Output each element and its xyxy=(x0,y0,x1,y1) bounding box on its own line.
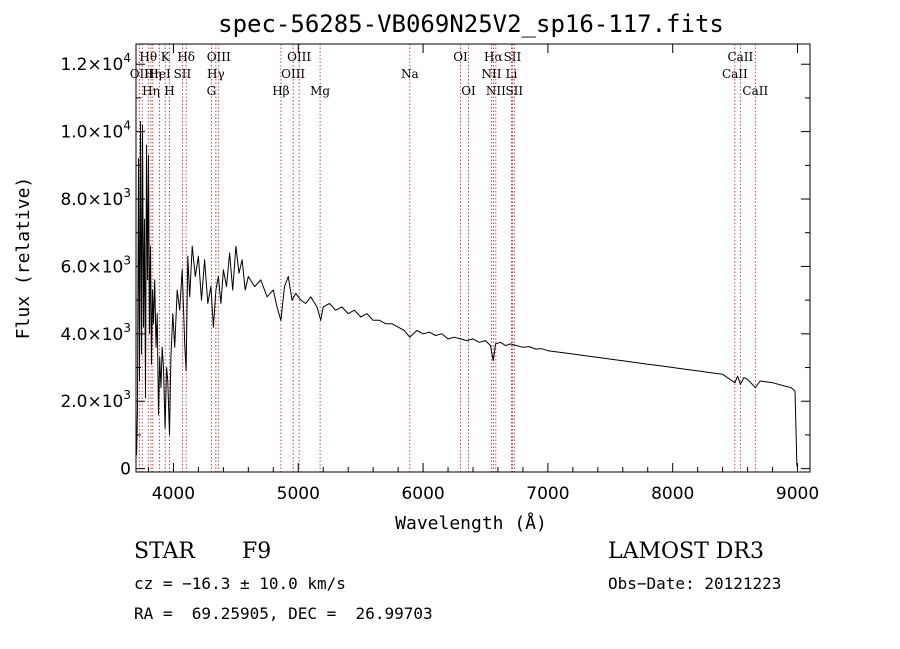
y-axis-label: Flux (relative) xyxy=(13,177,34,340)
y-axis-ticks: 0 2.0×103 4.0×103 6.0×103 8.0×103 1.0×104 1.2×… xyxy=(60,51,810,480)
y-tick-label: 8.0×103 xyxy=(60,186,131,210)
object-class: STAR xyxy=(134,539,195,564)
line-marker-label: OIII xyxy=(207,50,231,64)
x-axis-label: Wavelength (Å) xyxy=(395,512,547,534)
line-marker-label: NII xyxy=(486,84,506,98)
line-marker-label: SII xyxy=(174,67,192,81)
line-marker-label: Hη xyxy=(142,84,160,98)
line-marker-label: OII xyxy=(133,0,153,3)
line-marker-label: G xyxy=(207,84,217,98)
obs-date-text: Obs−Date: 20121223 xyxy=(608,574,782,593)
object-subclass: F9 xyxy=(242,539,272,564)
y-tick-label: 1.0×104 xyxy=(60,119,131,143)
y-tick-label: 0 xyxy=(120,460,131,480)
x-tick-label: 9000 xyxy=(776,484,819,504)
x-tick-label: 7000 xyxy=(526,484,569,504)
line-marker-label: Hβ xyxy=(272,84,289,98)
flux-series xyxy=(136,121,798,468)
line-marker-label: CaII xyxy=(727,50,753,64)
line-marker-label: OIII xyxy=(287,50,311,64)
line-marker-label: OI xyxy=(453,50,468,64)
y-tick-label: 1.2×104 xyxy=(60,51,131,75)
survey-name: LAMOST DR3 xyxy=(608,539,764,564)
line-marker-label: Mg xyxy=(310,84,330,98)
line-marker-label: H xyxy=(164,84,174,98)
line-marker-label: OI xyxy=(461,84,476,98)
line-marker-label: Hη xyxy=(144,67,162,81)
line-marker-label: Hγ xyxy=(207,67,225,81)
line-marker-label: NII xyxy=(481,67,501,81)
y-tick-label: 2.0×103 xyxy=(60,388,131,412)
coordinates-text: RA = 69.25905, DEC = 26.99703 xyxy=(134,604,433,623)
line-marker-label: HeI xyxy=(148,67,171,81)
line-marker-label: OII xyxy=(130,67,150,81)
line-marker-label: Na xyxy=(401,67,419,81)
line-marker-label: SII xyxy=(504,50,522,64)
chart-title: spec-56285-VB069N25V2_sp16-117.fits xyxy=(218,10,724,38)
line-marker-label: K xyxy=(161,50,171,64)
line-marker-label: Hα xyxy=(484,50,503,64)
line-marker-label: Hδ xyxy=(177,50,195,64)
x-tick-label: 8000 xyxy=(651,484,694,504)
line-marker-label: OIII xyxy=(281,67,305,81)
redshift-text: cz = −16.3 ± 10.0 km/s xyxy=(134,574,346,593)
x-tick-label: 4000 xyxy=(152,484,195,504)
line-marker-label: Hθ xyxy=(139,50,157,64)
y-tick-label: 4.0×103 xyxy=(60,321,131,345)
line-marker-label: CaII xyxy=(722,67,748,81)
line-marker-label: Li xyxy=(506,67,518,81)
line-marker-label: SII xyxy=(505,84,523,98)
y-tick-label: 6.0×103 xyxy=(60,253,131,277)
series-line-flux xyxy=(136,121,798,468)
x-axis-ticks: 4000 5000 6000 7000 8000 9000 xyxy=(147,44,819,504)
x-tick-label: 6000 xyxy=(401,484,444,504)
x-tick-label: 5000 xyxy=(277,484,320,504)
emission-line-markers: OIIOIIHθHηHηHeIKHSIIHδGHγOIIIHβOIIIOIIIM… xyxy=(130,0,768,472)
line-marker-label: CaII xyxy=(742,84,768,98)
